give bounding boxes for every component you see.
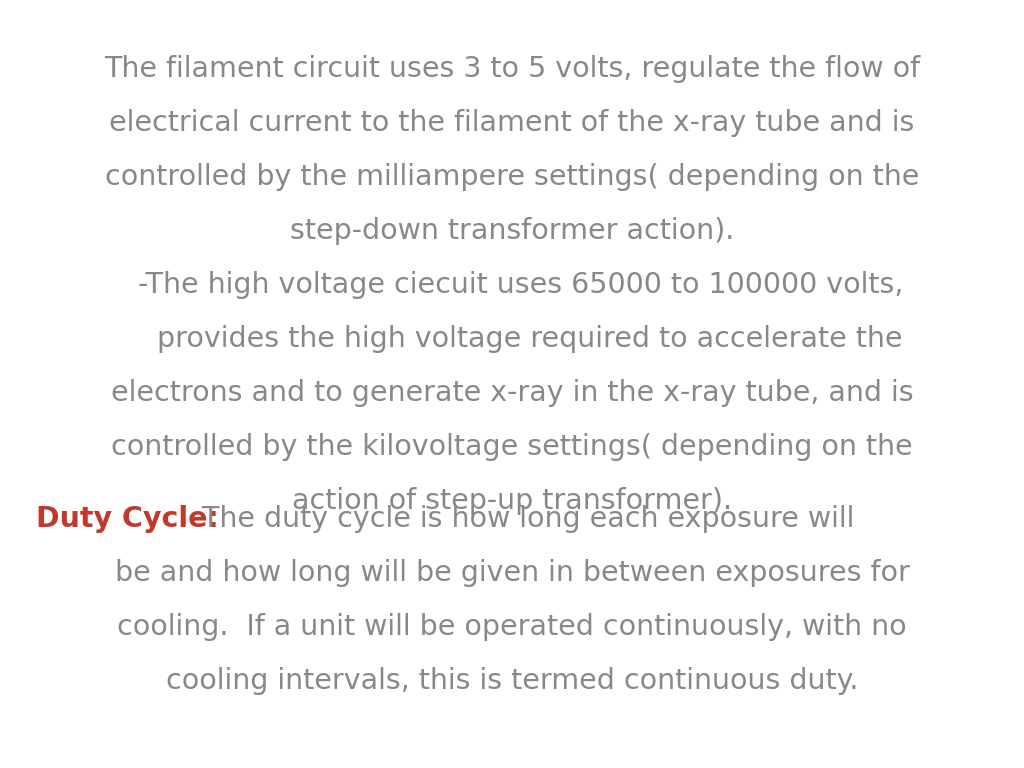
- Text: The duty cycle is how long each exposure will: The duty cycle is how long each exposure…: [184, 505, 854, 533]
- Text: -The high voltage ciecuit uses 65000 to 100000 volts,: -The high voltage ciecuit uses 65000 to …: [120, 271, 904, 299]
- Text: electrons and to generate x-ray in the x-ray tube, and is: electrons and to generate x-ray in the x…: [111, 379, 913, 407]
- Text: be and how long will be given in between exposures for: be and how long will be given in between…: [115, 559, 909, 587]
- Text: cooling intervals, this is termed continuous duty.: cooling intervals, this is termed contin…: [166, 667, 858, 695]
- Text: controlled by the milliampere settings( depending on the: controlled by the milliampere settings( …: [104, 163, 920, 191]
- Text: provides the high voltage required to accelerate the: provides the high voltage required to ac…: [121, 325, 903, 353]
- Text: step-down transformer action).: step-down transformer action).: [290, 217, 734, 245]
- Text: The filament circuit uses 3 to 5 volts, regulate the flow of: The filament circuit uses 3 to 5 volts, …: [104, 55, 920, 83]
- Text: cooling.  If a unit will be operated continuously, with no: cooling. If a unit will be operated cont…: [117, 613, 907, 641]
- Text: Duty Cycle:: Duty Cycle:: [36, 505, 219, 533]
- Text: electrical current to the filament of the x-ray tube and is: electrical current to the filament of th…: [110, 109, 914, 137]
- Text: controlled by the kilovoltage settings( depending on the: controlled by the kilovoltage settings( …: [112, 433, 912, 461]
- Text: action of step-up transformer).: action of step-up transformer).: [292, 487, 732, 515]
